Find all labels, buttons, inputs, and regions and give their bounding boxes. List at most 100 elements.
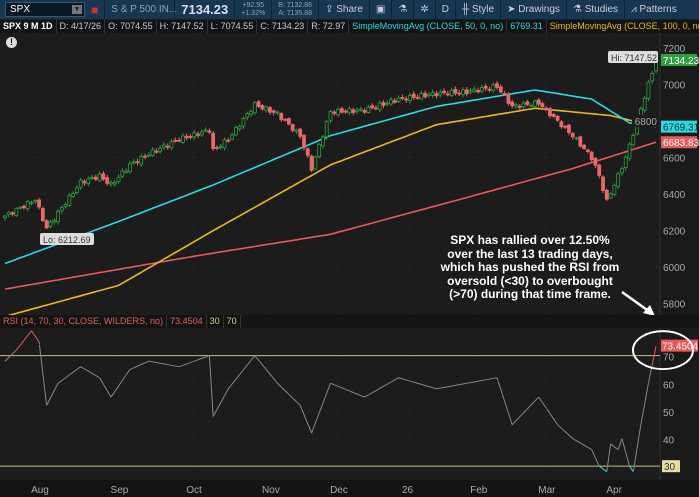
rsi-segment [379,385,384,389]
rsi-segment [231,379,237,385]
rsi-segment [602,468,608,473]
rsi-segment [152,361,157,364]
rsi-segment [353,392,358,395]
rsi-segment [470,381,475,384]
candle-body [567,124,571,133]
candle-body [230,134,234,140]
candle-body [483,86,488,89]
y-tick-label-bg [632,115,658,128]
rsi-segment [201,356,206,359]
rsi-segment [651,346,657,365]
candle-body [116,176,121,182]
sma100-label[interactable]: SimpleMovingAvg (CLOSE, 100, 0, no) [547,20,699,33]
rsi-segment [118,380,123,387]
rsi-segment [80,366,85,370]
rsi-segment [95,375,100,379]
studies-button[interactable]: ⚗ Studies [567,0,626,20]
info-open: O: 7074.55 [105,20,157,33]
screen-icon[interactable]: ▣ [370,0,393,20]
rsi-segment [243,364,248,371]
rsi-segment [462,382,467,385]
candle-body [25,201,30,210]
rsi-segment [390,379,396,383]
chevron-down-icon[interactable]: ▼ [72,5,82,14]
candle-body [52,219,57,223]
candle-body [207,130,212,133]
link-icon[interactable]: ■ [85,0,106,20]
rsi-segment [481,379,486,382]
candle-body [532,100,537,107]
rsi-segment [356,393,361,397]
flask-icon[interactable]: ⚗ [392,0,415,20]
candle-body [3,215,7,219]
alert-icon[interactable]: ! [6,37,17,48]
gear-icon[interactable]: ✲ [414,0,436,20]
rsi-segment [375,388,380,392]
rsi-label[interactable]: RSI (14, 70, 30, CLOSE, WILDERS, no) [0,315,168,328]
rsi-header: RSI (14, 70, 30, CLOSE, WILDERS, no) 73.… [0,315,699,328]
rsi-segment [114,385,119,392]
rsi-segment [549,413,555,420]
style-button[interactable]: ╫ Style [456,0,502,20]
symbol-input[interactable]: SPX ▼ [5,2,85,17]
candle-body [339,108,344,113]
candle-body [559,121,564,128]
share-button[interactable]: ⇪ Share [319,0,370,20]
rsi-segment [258,359,263,366]
candle-body [245,113,250,118]
patterns-button[interactable]: ⩘ Patterns [625,0,683,20]
rsi-segment [493,377,498,379]
cursor-icon: ➤ [507,4,519,15]
rsi-segment [246,360,252,366]
rsi-segment [49,390,55,399]
rsi-chart[interactable]: 40 50 60 70 30 73.4504 Aug Sep Oct Nov Dec 26 Feb Mar… [0,328,699,497]
candle-body [377,102,382,110]
rsi-segment [621,438,627,453]
candle-body [616,173,621,187]
candle-body [430,92,435,96]
sma50-value: 6769.31 [507,20,547,33]
rsi-value-tag: 73.4504 [662,342,699,353]
candle-body [536,99,541,105]
candle-body [597,164,602,176]
rsi-segment [57,380,63,384]
drawings-button[interactable]: ➤ Drawings [501,0,567,20]
rsi-segment [212,409,218,417]
candle-body [184,135,189,139]
candle-body [14,208,19,216]
candle-body [169,141,174,149]
rsi-segment [485,378,490,381]
rsi-segment [519,412,524,418]
rsi-segment [12,349,17,355]
rsi-segment [250,355,256,361]
price-tag: 6683.83 [663,138,699,149]
rsi-lower: 30 [207,315,224,328]
rsi-segment [296,401,301,406]
rsi-segment [220,395,225,403]
rsi-value: 73.4504 [167,315,207,328]
lo-label-bg [40,233,94,245]
candle-body [294,129,299,132]
candle-body [438,91,443,96]
candle-body [498,86,503,93]
rsi-segment [617,438,623,450]
sma50-label[interactable]: SimpleMovingAvg (CLOSE, 50, 0, no) [349,20,508,33]
arrow-line [621,290,651,314]
rsi-segment [299,405,305,415]
period-button[interactable]: D [436,0,456,20]
chart-info-bar: SPX 9 M 1D D: 4/17/26 O: 7074.55 H: 7147… [0,20,699,33]
candle-body [347,108,352,114]
candle-body [525,101,530,105]
candle-body [18,206,23,209]
candle-body [120,170,125,177]
x-tick-label: Aug [31,485,49,496]
info-close: C: 7134.23 [257,20,309,33]
rsi-segment [436,387,441,390]
highlight-circle [632,330,694,371]
candle-body [146,154,151,157]
candle-body [506,94,511,104]
rsi-segment [106,390,112,398]
symbol-value: SPX [10,4,31,15]
candle-body [555,115,560,121]
